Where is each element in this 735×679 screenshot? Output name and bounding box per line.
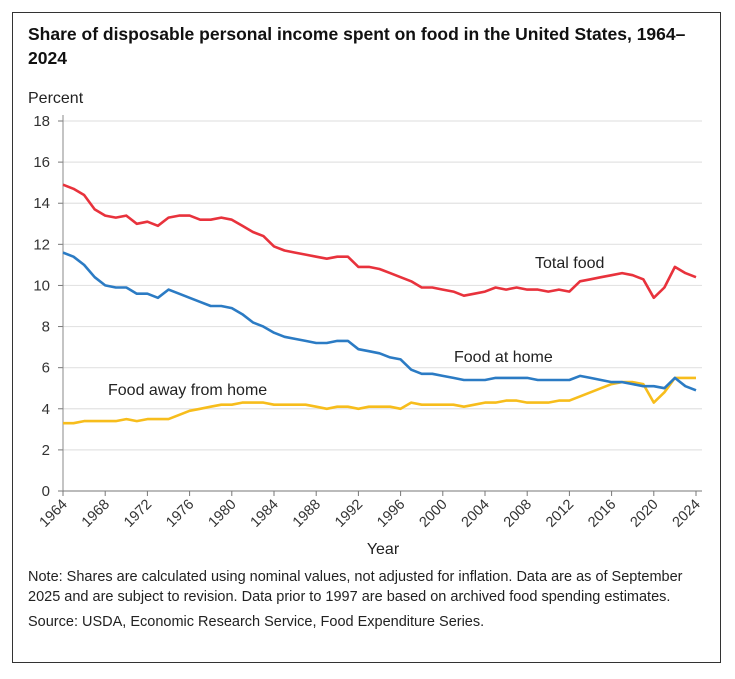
y-tick-label: 10 [33,277,50,294]
x-tick-label: 2000 [416,497,450,531]
y-tick-label: 14 [33,195,50,212]
source-text: Source: USDA, Economic Research Service,… [28,614,485,630]
x-tick-label: 2016 [585,497,619,531]
x-tick-label: 2024 [670,497,704,531]
x-tick-label: 2008 [501,497,535,531]
series-line-food-at-home [62,251,697,392]
x-tick-label: 1964 [37,497,71,531]
x-tick-label: 2012 [543,497,577,531]
x-axis-label: Year [367,541,400,558]
chart-title: Share of disposable personal income spen… [28,24,686,68]
y-tick-label: 2 [42,442,50,459]
series-line-food-away-from-home [63,376,696,425]
x-tick-label: 1972 [121,497,155,531]
y-tick-label: 8 [42,319,50,336]
x-tick-label: 2020 [627,497,661,531]
chart-frame [12,12,721,663]
x-tick-label: 2004 [459,497,493,531]
series-label: Total food [535,255,604,272]
x-tick-label: 1976 [163,497,197,531]
y-tick-label: 18 [33,113,50,130]
chart-notes: Note: Shares are calculated using nomina… [28,568,718,633]
y-axis-label: Percent [28,90,84,107]
y-tick-label: 0 [42,483,50,500]
x-tick-label: 1980 [205,497,239,531]
x-tick-label: 1984 [248,497,282,531]
y-tick-label: 12 [33,236,50,253]
x-tick-label: 1992 [332,497,366,531]
series-line-total-food [62,183,697,300]
note-text: Note: Shares are calculated using nomina… [28,569,683,605]
x-tick-label: 1968 [79,497,113,531]
y-tick-label: 6 [42,360,50,377]
x-tick-label: 1996 [374,497,408,531]
series-label: Food at home [454,349,553,366]
y-tick-label: 4 [42,401,50,418]
x-tick-label: 1988 [290,497,324,531]
y-tick-label: 16 [33,154,50,171]
series-label: Food away from home [108,382,267,399]
